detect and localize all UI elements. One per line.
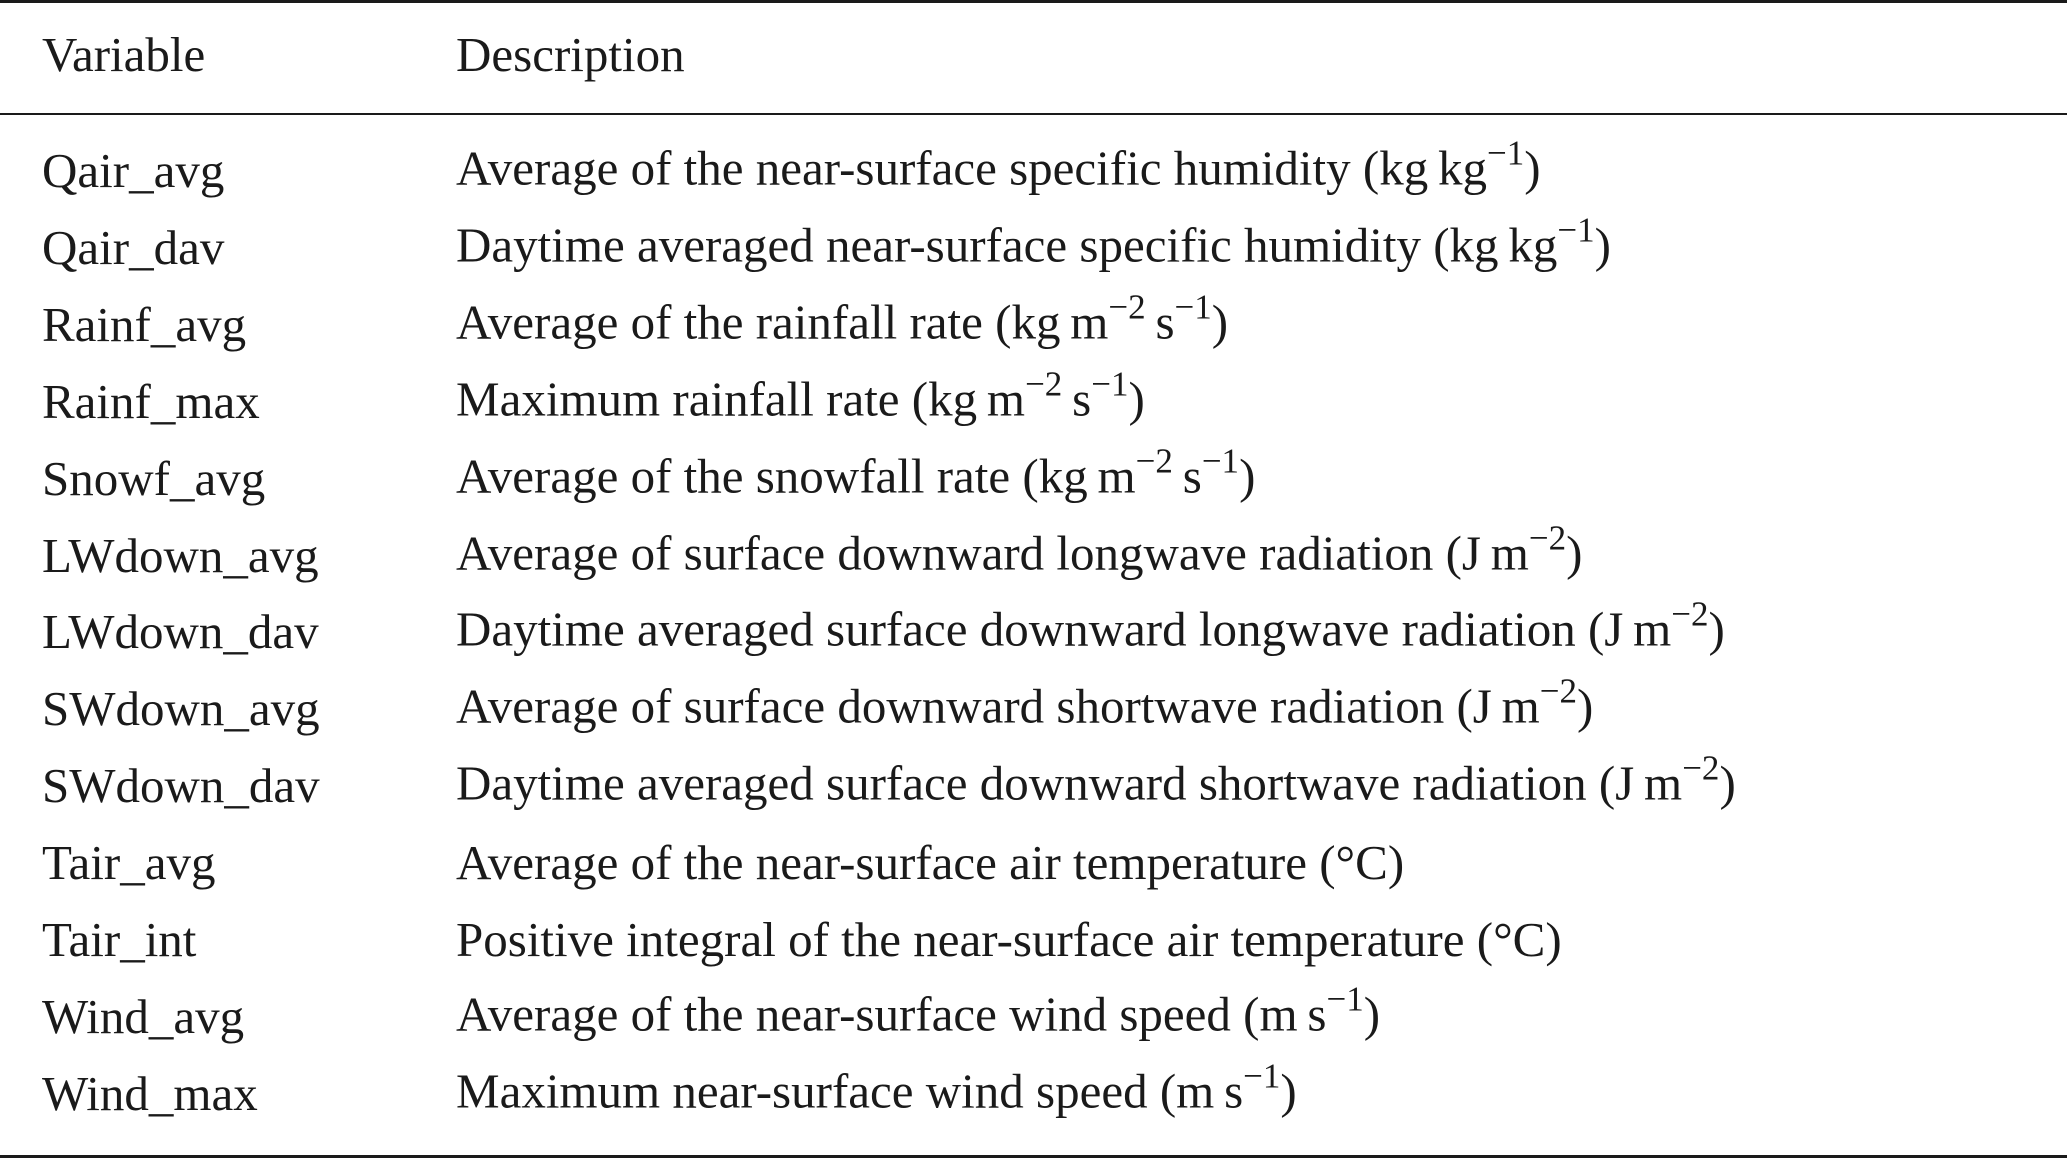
description-text: ) [1577,678,1594,734]
superscript: −2 [1135,441,1173,481]
description-cell: Average of the near-surface specific hum… [456,134,1541,204]
variable-cell: Wind_max [42,1065,258,1121]
description-text: ) [1524,140,1541,196]
description-text: Positive integral of the near-surface ai… [456,912,1562,967]
header-rule [0,113,2067,115]
description-text: Daytime averaged surface downward shortw… [456,755,1683,811]
description-text: Maximum near-surface wind speed (m s [456,1063,1244,1119]
description-cell: Daytime averaged surface downward longwa… [456,595,1725,665]
description-text: Daytime averaged surface downward longwa… [456,601,1672,657]
top-rule [0,0,2067,3]
header-cell: Description [456,27,685,82]
superscript: −1 [1091,364,1129,404]
description-text: ) [1708,601,1725,657]
variable-cell: SWdown_dav [42,758,320,814]
description-text: ) [1363,986,1381,1042]
variable-cell: Snowf_avg [42,450,266,506]
description-text: Average of the snowfall rate (kg m [456,448,1136,504]
description-cell: Maximum near-surface wind speed (m s−1) [456,1056,1297,1126]
description-cell: Maximum rainfall rate (kg m−2 s−1) [456,364,1145,434]
description-text: Average of surface downward longwave rad… [456,525,1529,580]
variable-cell: Qair_dav [42,219,225,275]
variable-cell: LWdown_avg [42,527,319,583]
superscript: −2 [1682,748,1720,788]
superscript: −1 [1557,210,1595,250]
superscript: −1 [1201,441,1240,481]
description-text: Average of the near-surface wind speed (… [456,986,1327,1042]
bottom-rule [0,1155,2067,1158]
superscript: −2 [1025,364,1063,404]
description-text: Average of the near-surface specific hum… [456,140,1488,196]
header-cell: Variable [42,27,206,82]
superscript: −1 [1326,979,1364,1019]
description-cell: Average of the rainfall rate (kg m−2 s−1… [456,287,1229,357]
description-text: Daytime averaged near-surface specific h… [456,217,1558,273]
description-text: ) [1239,448,1256,504]
superscript: −2 [1539,671,1578,711]
superscript: −1 [1487,133,1525,173]
description-cell: Daytime averaged near-surface specific h… [456,210,1611,280]
variable-cell: Qair_avg [42,143,225,198]
description-text: ) [1128,371,1145,427]
description-text: s [1062,371,1092,427]
description-text: Maximum rainfall rate (kg m [456,371,1026,427]
superscript: −2 [1108,287,1146,327]
description-cell: Average of the near-surface air temperat… [456,833,1404,893]
description-cell: Average of surface downward shortwave ra… [456,672,1594,742]
variable-cell: Tair_int [42,912,197,967]
description-cell: Average of the near-surface wind speed (… [456,979,1381,1049]
description-text: s [1172,448,1202,504]
description-text: Average of the near-surface air temperat… [456,835,1405,891]
description-text: ) [1211,294,1229,350]
superscript: −1 [1243,1056,1281,1096]
description-text: ) [1566,525,1583,580]
variable-cell: LWdown_dav [42,604,319,660]
superscript: −1 [1174,287,1212,327]
variable-cell: Wind_avg [42,988,245,1044]
description-text: s [1145,294,1175,350]
variable-cell: Tair_avg [42,835,216,891]
description-text: Average of the rainfall rate (kg m [456,294,1109,350]
superscript: −2 [1671,594,1709,634]
description-text: ) [1719,755,1736,811]
description-cell: Average of surface downward longwave rad… [456,518,1583,588]
description-cell: Positive integral of the near-surface ai… [456,910,1562,970]
description-cell: Daytime averaged surface downward shortw… [456,749,1736,819]
variable-cell: Rainf_max [42,373,260,429]
description-text: ) [1594,217,1611,273]
description-text: Average of surface downward shortwave ra… [456,678,1540,734]
description-text: ) [1280,1063,1297,1119]
variable-cell: SWdown_avg [42,681,320,737]
description-cell: Average of the snowfall rate (kg m−2 s−1… [456,441,1256,511]
variable-cell: Rainf_avg [42,296,247,352]
superscript: −2 [1528,518,1567,557]
